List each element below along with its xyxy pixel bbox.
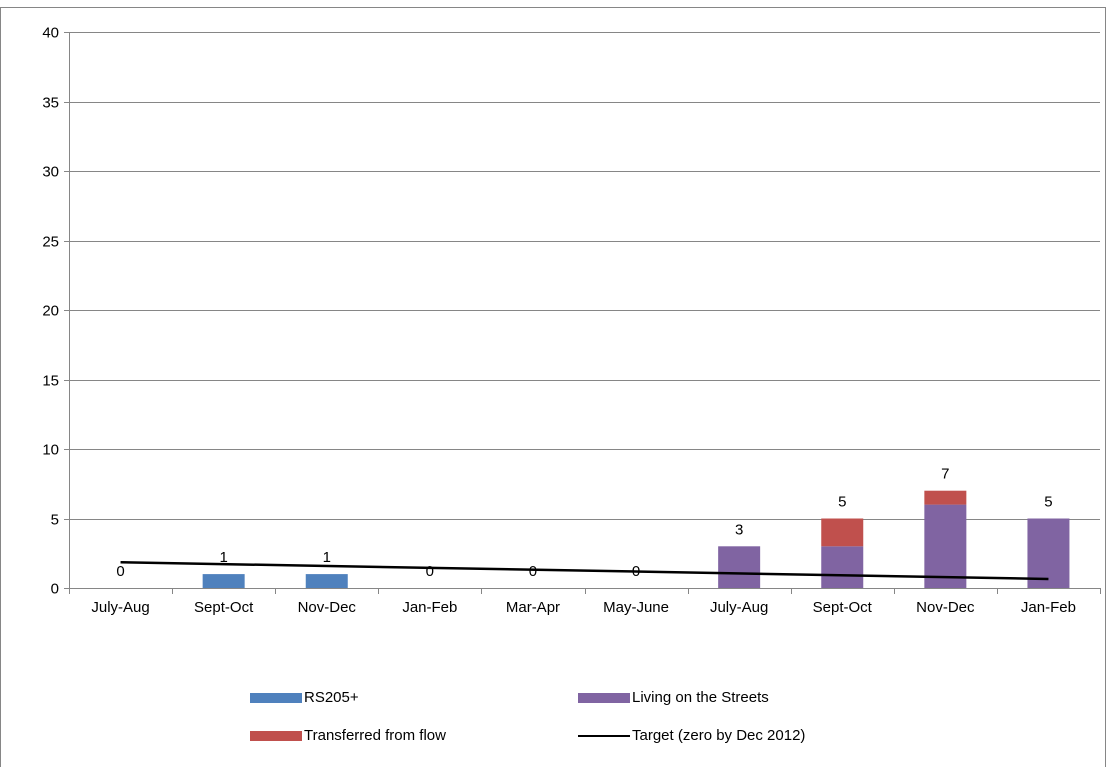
legend-label-rs205: RS205+: [304, 689, 359, 706]
data-label: 7: [941, 466, 949, 483]
x-tick-label: Jan-Feb: [402, 599, 457, 616]
x-tick-label: Sept-Oct: [194, 599, 254, 616]
x-tick-label: July-Aug: [710, 599, 768, 616]
legend-item-rs205: RS205+: [250, 689, 359, 706]
legend-label-target: Target (zero by Dec 2012): [632, 727, 806, 744]
data-label: 3: [735, 521, 743, 538]
legend-item-target: Target (zero by Dec 2012): [578, 727, 805, 744]
data-labels: 0110003575: [116, 466, 1052, 580]
legend-swatch-rs205: [250, 692, 302, 703]
y-tick-label: 5: [51, 512, 59, 529]
data-label: 0: [116, 563, 124, 580]
legend-item-transferred: Transferred from flow: [250, 727, 446, 744]
gridlines: [69, 32, 1100, 520]
legend-swatch-living-on-streets: [578, 692, 630, 703]
legend-item-living-on-streets: Living on the Streets: [578, 689, 769, 706]
data-label: 0: [426, 563, 434, 580]
y-tick-label: 0: [51, 581, 59, 598]
y-axis: 0 5 10 15 20 25 30 35 40: [42, 25, 70, 598]
y-tick-label: 30: [42, 164, 59, 181]
x-axis: July-Aug Sept-Oct Nov-Dec Jan-Feb Mar-Apr May…: [69, 588, 1101, 616]
y-tick-label: 40: [42, 25, 59, 42]
legend-label-living-on-streets: Living on the Streets: [632, 689, 769, 706]
chart-frame: [0, 7, 1106, 767]
legend-swatch-target: [578, 734, 630, 737]
legend-label-transferred: Transferred from flow: [304, 727, 446, 744]
data-label: 0: [529, 563, 537, 580]
target-line: [120, 561, 1049, 581]
x-tick-label: May-June: [603, 599, 669, 616]
bars: [202, 490, 1070, 588]
data-label: 5: [838, 494, 846, 511]
legend-swatch-transferred: [250, 730, 302, 741]
bar-living-on-the-streets: [821, 546, 864, 588]
bar-living-on-the-streets: [924, 504, 967, 588]
y-tick-label: 35: [42, 95, 59, 112]
y-tick-label: 25: [42, 234, 59, 251]
bar-rs205-: [202, 574, 245, 588]
bar-living-on-the-streets: [718, 546, 761, 588]
target-line-path: [120, 561, 1049, 581]
x-tick-label: Nov-Dec: [298, 599, 357, 616]
y-tick-label: 15: [42, 373, 59, 390]
x-tick-label: July-Aug: [91, 599, 149, 616]
bar-transferred-from-flow: [924, 490, 967, 505]
x-tick-label: Sept-Oct: [813, 599, 873, 616]
bar-rs205-: [305, 574, 348, 588]
x-tick-label: Nov-Dec: [916, 599, 975, 616]
data-label: 5: [1044, 494, 1052, 511]
bar-living-on-the-streets: [1027, 518, 1070, 588]
x-tick-label: Jan-Feb: [1021, 599, 1076, 616]
data-label: 1: [219, 549, 227, 566]
bar-transferred-from-flow: [821, 518, 864, 547]
y-tick-label: 10: [42, 442, 59, 459]
x-tick-label: Mar-Apr: [506, 599, 560, 616]
data-label: 1: [323, 549, 331, 566]
y-tick-label: 20: [42, 303, 59, 320]
